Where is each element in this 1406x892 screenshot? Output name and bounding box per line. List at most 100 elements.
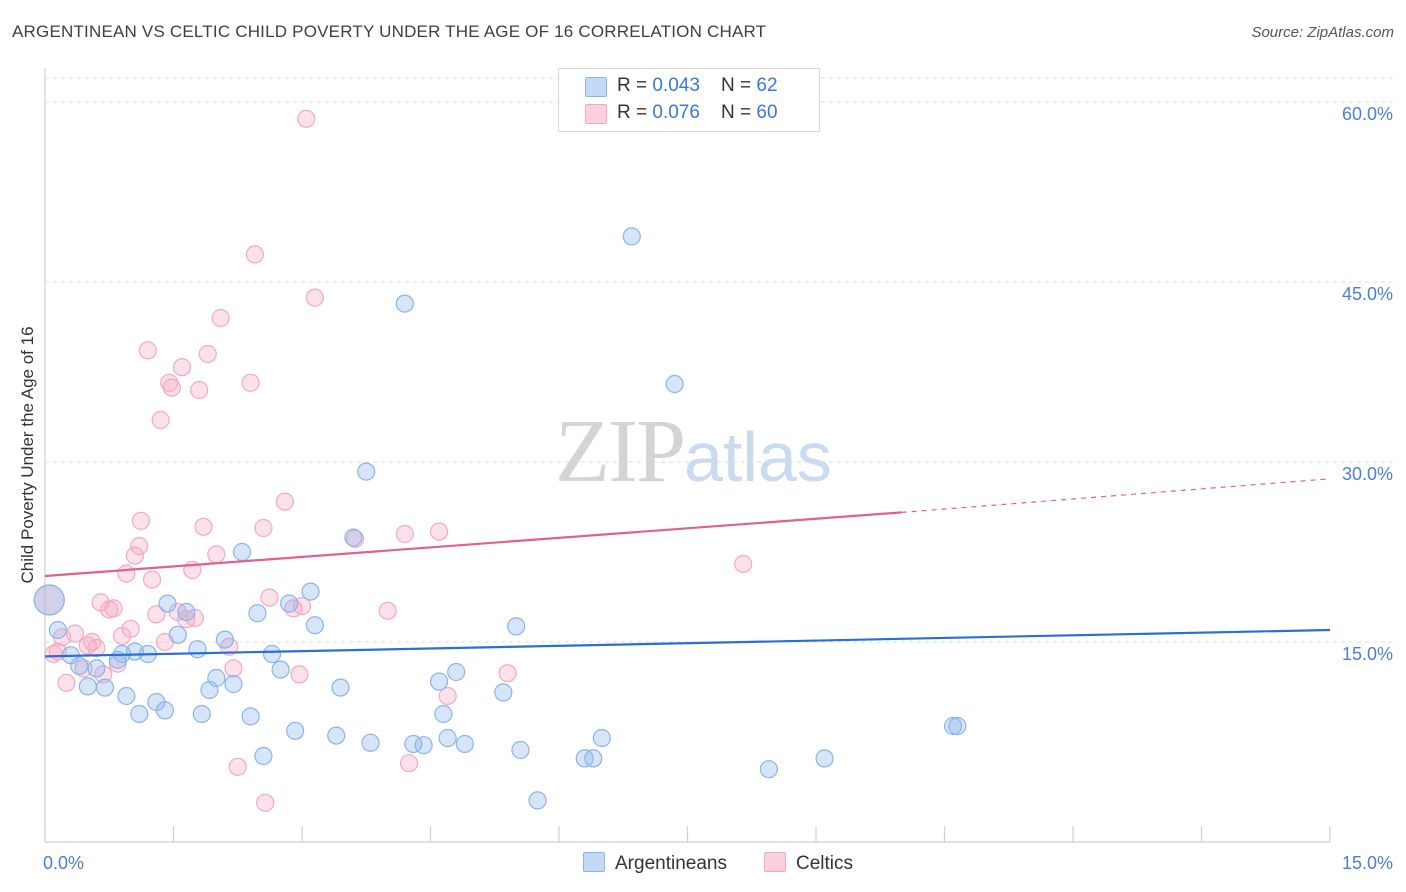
celtics-point — [65, 624, 85, 643]
argentineans-point — [48, 620, 67, 640]
trend-lines — [44, 478, 1331, 658]
celtics-point — [160, 373, 179, 392]
y-tick-label: 60.0% — [1342, 104, 1393, 124]
argentineans-point — [414, 736, 433, 755]
argentineans-point — [331, 678, 350, 697]
bottom-argentineans-label: Argentineans — [615, 853, 727, 874]
celtics-point — [241, 373, 260, 392]
celtics-point — [172, 358, 192, 377]
celtics-point — [194, 517, 213, 536]
argentineans-point — [117, 686, 136, 706]
argentineans-point — [232, 542, 252, 562]
argentineans-point — [494, 683, 513, 702]
x-tick-label: 15.0% — [1342, 853, 1393, 873]
argentineans-point — [280, 594, 299, 613]
argentineans-point — [327, 726, 346, 745]
argentineans-point — [188, 640, 207, 659]
argentineans-point — [447, 662, 466, 682]
watermark: ZIPatlas — [555, 400, 832, 503]
argentineans-point — [948, 716, 967, 736]
tick-labels: 15.0% 30.0% 45.0% 60.0% 0.0% 15.0% — [43, 104, 1393, 873]
argentineans-points — [33, 109, 967, 810]
celtics-n-value: 60 — [756, 102, 778, 123]
celtics-point — [224, 659, 243, 678]
celtics-point — [260, 588, 279, 607]
celtics-point — [734, 554, 753, 574]
argentineans-r-value: 0.043 — [652, 75, 700, 96]
bottom-celtics-label: Celtics — [796, 853, 854, 874]
celtics-swatch — [585, 104, 607, 124]
celtics-points — [33, 109, 753, 812]
argentineans-point — [33, 584, 65, 616]
argentineans-point — [78, 677, 97, 696]
argentineans-point — [224, 674, 243, 694]
celtics-point — [83, 632, 102, 652]
celtics-point — [498, 664, 517, 683]
celtics-point — [211, 308, 230, 328]
argentineans-point — [395, 294, 414, 313]
argentineans-point — [158, 594, 177, 613]
argentineans-point — [592, 728, 611, 748]
argentineans-point — [241, 707, 260, 726]
argentineans-point — [434, 704, 453, 724]
celtics-point — [207, 545, 226, 564]
celtics-point — [245, 245, 264, 264]
celtics-point — [190, 380, 209, 400]
argentineans-trend-line — [44, 628, 1331, 658]
y-tick-label: 45.0% — [1342, 284, 1393, 304]
argentineans-point — [254, 746, 273, 766]
celtics-point — [94, 665, 113, 684]
argentineans-point — [168, 625, 187, 644]
celtics-point — [297, 109, 316, 128]
celtics-point — [130, 536, 149, 556]
argentineans-point — [438, 728, 457, 748]
source-label: Source: ZipAtlas.com — [1251, 24, 1394, 41]
celtics-point — [228, 757, 247, 776]
argentineans-swatch — [585, 77, 607, 97]
celtics-point — [162, 378, 181, 397]
argentineans-point — [455, 734, 474, 754]
celtics-r-value: 0.076 — [652, 102, 700, 123]
argentineans-point — [429, 672, 449, 691]
argentineans-point — [262, 644, 282, 664]
celtics-point — [104, 599, 123, 618]
argentineans-point — [665, 374, 684, 394]
argentineans-point — [95, 678, 115, 697]
celtics-point — [275, 492, 294, 511]
celtics-point — [44, 644, 63, 664]
argentineans-point — [248, 604, 267, 623]
argentineans-point — [215, 630, 234, 649]
argentineans-point — [271, 660, 290, 679]
celtics-point — [429, 522, 449, 541]
watermark-zip: ZIP — [555, 402, 686, 501]
argentineans-point — [70, 656, 89, 676]
celtics-point — [151, 410, 170, 430]
argentineans-point — [155, 701, 175, 720]
celtics-point — [256, 793, 275, 812]
celtics-point — [121, 619, 140, 638]
argentineans-point — [511, 740, 530, 760]
argentineans-point — [622, 227, 641, 246]
argentineans-point — [815, 749, 834, 768]
bottom-argentineans-swatch — [583, 852, 605, 872]
argentineans-point — [192, 704, 211, 724]
celtics-trend-extension — [901, 478, 1331, 513]
celtics-point — [438, 686, 457, 706]
bottom-legend-argentineans: Argentineans — [583, 852, 727, 876]
argentineans-n-value: 62 — [756, 75, 778, 96]
celtics-trend-line — [44, 511, 902, 578]
argentineans-n-label: N = — [721, 75, 757, 96]
argentineans-point — [305, 616, 324, 635]
y-tick-label: 15.0% — [1342, 644, 1393, 664]
y-tick-label: 30.0% — [1342, 464, 1393, 484]
celtics-point — [131, 511, 151, 530]
argentineans-r-label: R = — [617, 75, 653, 96]
celtics-n-label: N = — [721, 102, 757, 123]
celtics-point — [142, 570, 162, 589]
celtics-point — [254, 518, 273, 538]
watermark-atlas: atlas — [684, 418, 832, 496]
argentineans-point — [357, 462, 376, 481]
argentineans-point — [943, 716, 963, 736]
axes — [44, 68, 1331, 843]
